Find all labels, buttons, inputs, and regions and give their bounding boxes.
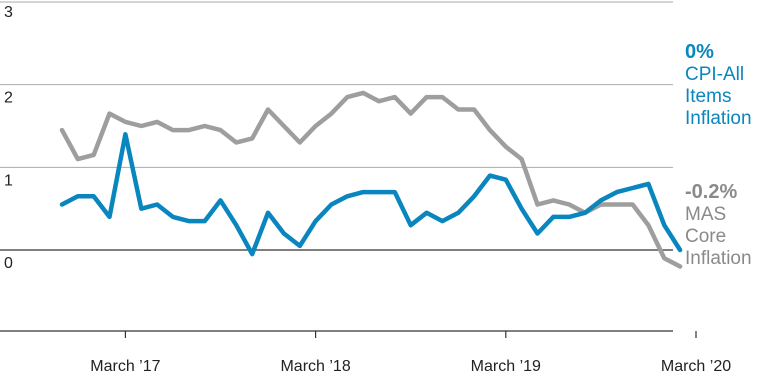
x-tick-label: March ’20 bbox=[661, 358, 731, 375]
y-tick-label-2: 2 bbox=[4, 90, 13, 107]
mas-latest-value: -0.2% bbox=[685, 181, 738, 203]
grid-lines bbox=[0, 1, 673, 251]
mas-series-label: -0.2% MAS Core Inflation bbox=[685, 180, 752, 270]
cpi-name-line1: CPI-All bbox=[685, 64, 745, 85]
x-tick-label: March ’17 bbox=[90, 358, 160, 375]
series-line-cpi bbox=[59, 132, 683, 257]
mas-name-line1: MAS bbox=[685, 204, 727, 225]
y-tick-label-3: 3 bbox=[4, 4, 13, 21]
cpi-name-line2: Items bbox=[685, 86, 732, 107]
cpi-name-line3: Inflation bbox=[685, 108, 752, 129]
mas-name-line2: Core bbox=[685, 226, 727, 247]
y-tick-label-1: 1 bbox=[4, 172, 13, 189]
x-tick-label: March ’18 bbox=[280, 358, 350, 375]
series-line-mas-core bbox=[59, 90, 683, 269]
cpi-series-label: 0% CPI-All Items Inflation bbox=[685, 40, 752, 130]
cpi-latest-value: 0% bbox=[685, 41, 714, 63]
x-tick-label: March ’19 bbox=[471, 358, 541, 375]
x-axis: March ’17 March ’18 March ’19 March ’20 bbox=[0, 330, 731, 375]
mas-name-line3: Inflation bbox=[685, 248, 752, 269]
y-tick-label-0: 0 bbox=[4, 255, 13, 272]
series-layer bbox=[59, 90, 683, 269]
y-axis-ticks: 3 2 1 0 bbox=[4, 4, 13, 272]
